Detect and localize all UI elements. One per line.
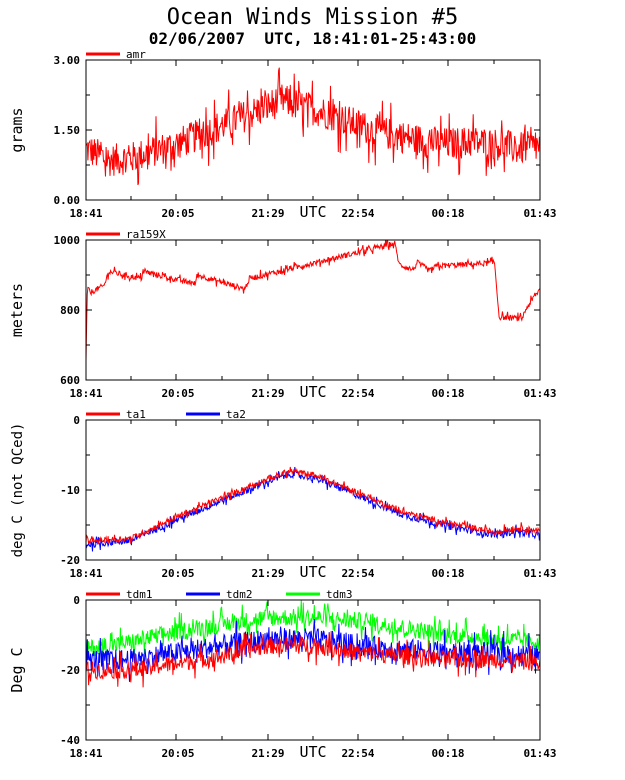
x-tick-label: 20:05 xyxy=(161,747,194,760)
x-tick-label: 21:29 xyxy=(251,747,284,760)
y-axis-label: Deg C xyxy=(8,647,26,692)
x-tick-label: 01:43 xyxy=(523,567,556,580)
y-tick-label: 0.00 xyxy=(54,194,81,207)
y-tick-label: 0 xyxy=(73,414,80,427)
chart-title: Ocean Winds Mission #5 xyxy=(166,5,459,30)
x-tick-label: 21:29 xyxy=(251,207,284,220)
y-tick-label: -40 xyxy=(60,734,80,747)
x-tick-label: 22:54 xyxy=(341,747,374,760)
series-tdm3 xyxy=(86,600,540,658)
plot-frame xyxy=(85,59,541,201)
y-tick-label: -20 xyxy=(60,554,80,567)
y-tick-label: 3.00 xyxy=(54,54,81,67)
y-tick-label: 800 xyxy=(60,304,80,317)
x-axis-label: UTC xyxy=(299,563,326,581)
plot-frame xyxy=(85,419,541,561)
y-tick-label: 600 xyxy=(60,374,80,387)
x-tick-label: 22:54 xyxy=(341,207,374,220)
y-axis-label: meters xyxy=(8,283,26,337)
series-tdm2 xyxy=(86,618,540,682)
series-ra159X xyxy=(86,240,540,361)
legend-label-ta1: ta1 xyxy=(126,408,146,421)
y-tick-label: -10 xyxy=(60,484,80,497)
panel-2: 600 800 1000 18:41 20:05 21:29 22:54 00:18 01:43… xyxy=(8,228,557,401)
y-tick-label: 0 xyxy=(73,594,80,607)
x-tick-label: 21:29 xyxy=(251,387,284,400)
x-tick-label: 00:18 xyxy=(431,567,464,580)
legend-label-ra159X: ra159X xyxy=(126,228,166,241)
legend-label-ta2: ta2 xyxy=(226,408,246,421)
panel-3: -20 -10 0 18:41 20:05 21:29 22:54 00:18 01:43 UTC… xyxy=(10,408,557,581)
series-ta2 xyxy=(86,466,540,552)
legend-label-amr: amr xyxy=(126,48,146,61)
legend-label-tdm1: tdm1 xyxy=(126,588,153,601)
x-tick-label: 22:54 xyxy=(341,387,374,400)
x-axis-label: UTC xyxy=(299,743,326,761)
legend-label-tdm3: tdm3 xyxy=(326,588,353,601)
y-tick-label: 1.50 xyxy=(54,124,81,137)
series-amr xyxy=(86,67,540,186)
x-tick-label: 18:41 xyxy=(69,567,102,580)
x-tick-label: 01:43 xyxy=(523,747,556,760)
x-tick-label: 01:43 xyxy=(523,207,556,220)
plot-frame xyxy=(85,599,541,741)
y-axis-label: grams xyxy=(8,107,26,152)
x-tick-label: 00:18 xyxy=(431,747,464,760)
x-tick-label: 20:05 xyxy=(161,207,194,220)
series-tdm1 xyxy=(86,630,540,688)
plot-frame xyxy=(85,239,541,381)
chart-subtitle: 02/06/2007 UTC, 18:41:01-25:43:00 xyxy=(148,29,477,48)
x-tick-label: 22:54 xyxy=(341,567,374,580)
panel-4: -40 -20 0 18:41 20:05 21:29 22:54 00:18 01:43 UTC… xyxy=(8,588,557,761)
legend-label-tdm2: tdm2 xyxy=(226,588,253,601)
x-tick-label: 00:18 xyxy=(431,387,464,400)
x-axis-label: UTC xyxy=(299,383,326,401)
x-tick-label: 20:05 xyxy=(161,567,194,580)
y-axis-label: deg C (not QCed) xyxy=(10,423,26,558)
panel-1: 0.00 1.50 3.00 18:41 20:05 21:29 22:54 00:18 01:… xyxy=(8,48,557,221)
x-tick-label: 18:41 xyxy=(69,387,102,400)
x-tick-label: 21:29 xyxy=(251,567,284,580)
x-tick-label: 18:41 xyxy=(69,747,102,760)
x-tick-label: 01:43 xyxy=(523,387,556,400)
x-tick-label: 00:18 xyxy=(431,207,464,220)
y-tick-label: 1000 xyxy=(54,234,81,247)
x-axis-label: UTC xyxy=(299,203,326,221)
series-ta1 xyxy=(86,466,540,545)
x-tick-label: 20:05 xyxy=(161,387,194,400)
x-tick-label: 18:41 xyxy=(69,207,102,220)
y-tick-label: -20 xyxy=(60,664,80,677)
